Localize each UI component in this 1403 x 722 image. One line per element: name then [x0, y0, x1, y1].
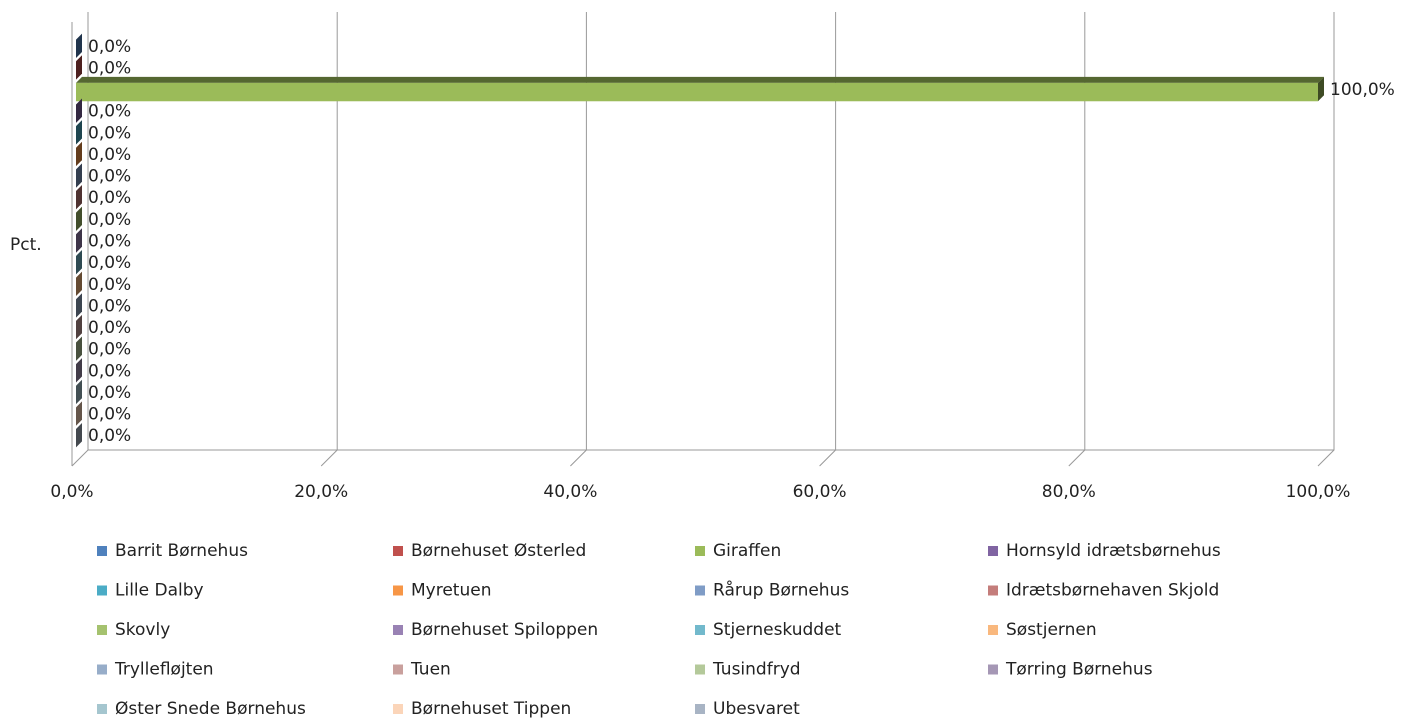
value-label: 0,0%: [88, 58, 131, 78]
bar: [76, 141, 82, 167]
legend-label: Barrit Børnehus: [115, 541, 248, 561]
legend-swatch: [393, 704, 403, 714]
legend-swatch: [988, 625, 998, 635]
legend-swatch: [393, 585, 403, 596]
x-tick-label: 80,0%: [1042, 482, 1096, 502]
bar: [76, 206, 82, 232]
legend-swatch: [97, 585, 107, 596]
value-label: 0,0%: [88, 102, 131, 122]
bar: [76, 422, 82, 448]
legend-swatch: [695, 546, 705, 556]
value-label: 0,0%: [88, 210, 131, 230]
x-tick-label: 20,0%: [294, 482, 348, 502]
x-tick-label: 100,0%: [1286, 482, 1351, 502]
legend-label: Hornsyld idrætsbørnehus: [1006, 541, 1221, 561]
bar: [76, 33, 82, 59]
legend-label: Søstjernen: [1006, 620, 1097, 640]
legend-swatch: [988, 664, 998, 675]
bar: [76, 379, 82, 405]
value-label: 0,0%: [88, 145, 131, 165]
value-label: 0,0%: [88, 340, 131, 360]
grid-line: [819, 12, 837, 467]
value-label: 0,0%: [88, 167, 131, 187]
bar: [76, 228, 82, 253]
bar: [76, 271, 82, 296]
bar: [76, 401, 82, 426]
bar: [76, 336, 82, 361]
legend-label: Øster Snede Børnehus: [115, 699, 306, 719]
legend-label: Ubesvaret: [713, 699, 800, 719]
legend-label: Rårup Børnehus: [713, 580, 849, 601]
legend-label: Skovly: [115, 620, 170, 640]
bar: [76, 98, 82, 123]
legend-swatch: [695, 585, 705, 596]
value-label: 0,0%: [88, 275, 131, 295]
x-tick-label: 60,0%: [793, 482, 847, 502]
bar: [76, 293, 82, 318]
x-tick-label: 0,0%: [50, 482, 93, 502]
legend-swatch: [695, 664, 705, 675]
legend-label: Lille Dalby: [115, 581, 204, 601]
legend-swatch: [97, 625, 107, 635]
value-label: 0,0%: [88, 253, 131, 273]
legend-label: Børnehuset Østerled: [411, 541, 586, 561]
bar: [76, 249, 82, 275]
legend-swatch: [988, 585, 998, 596]
y-axis-label: Pct.: [10, 235, 42, 255]
value-label: 0,0%: [88, 123, 131, 143]
value-label: 0,0%: [88, 318, 131, 338]
bar: [76, 358, 82, 383]
legend-label: Tusindfryd: [712, 660, 801, 680]
value-label: 0,0%: [88, 361, 131, 381]
legend-swatch: [695, 704, 705, 714]
legend-label: Giraffen: [713, 541, 781, 561]
legend-swatch: [97, 704, 107, 714]
bar: [76, 314, 82, 340]
value-label: 100,0%: [1330, 80, 1395, 100]
bar: [76, 163, 82, 188]
legend-label: Stjerneskuddet: [713, 620, 842, 640]
legend-label: Idrætsbørnehaven Skjold: [1006, 581, 1219, 601]
bar: [76, 76, 1324, 102]
legend-label: Tuen: [410, 660, 451, 680]
bar: [76, 120, 82, 145]
legend-swatch: [988, 546, 998, 556]
value-label: 0,0%: [88, 405, 131, 425]
value-label: 0,0%: [88, 383, 131, 403]
value-label: 0,0%: [88, 188, 131, 208]
legend-label: Børnehuset Spiloppen: [411, 620, 598, 640]
grid-line: [1068, 12, 1086, 467]
value-label: 0,0%: [88, 296, 131, 316]
legend-label: Myretuen: [411, 581, 491, 601]
legend-label: Børnehuset Tippen: [411, 699, 571, 719]
grid-line: [320, 12, 338, 467]
bar: [76, 185, 82, 210]
legend-swatch: [393, 664, 403, 675]
legend-swatch: [97, 546, 107, 556]
bar: [76, 55, 82, 80]
legend-swatch: [97, 664, 107, 675]
legend-label: Tørring Børnehus: [1005, 660, 1153, 680]
grid-line: [71, 12, 89, 467]
value-label: 0,0%: [88, 232, 131, 252]
value-label: 0,0%: [88, 37, 131, 57]
value-label: 0,0%: [88, 426, 131, 446]
legend-swatch: [393, 546, 403, 556]
legend-label: Tryllefløjten: [114, 660, 214, 680]
legend-swatch: [393, 625, 403, 635]
grid-line: [570, 12, 587, 467]
legend-swatch: [695, 625, 705, 635]
grid-line: [1317, 12, 1335, 467]
x-tick-label: 40,0%: [543, 482, 597, 502]
